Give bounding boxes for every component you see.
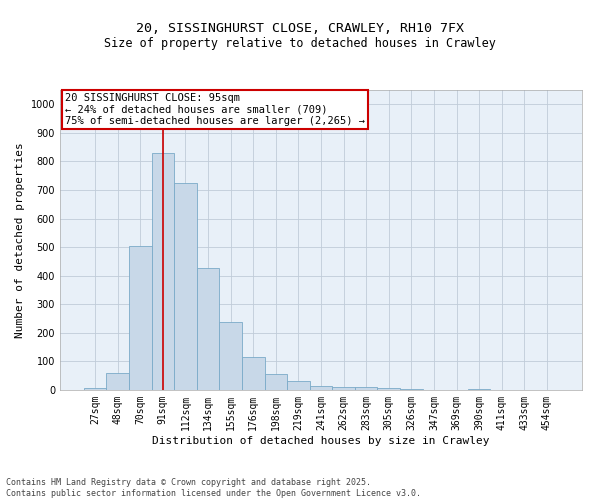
Text: Contains HM Land Registry data © Crown copyright and database right 2025.
Contai: Contains HM Land Registry data © Crown c… [6,478,421,498]
Text: Size of property relative to detached houses in Crawley: Size of property relative to detached ho… [104,38,496,51]
Bar [84,388,106,390]
Bar [106,373,129,390]
Bar [377,388,400,390]
Bar [129,246,152,390]
Bar [468,388,490,390]
Bar [152,154,174,390]
Bar [287,381,310,390]
Bar [310,386,332,390]
Bar [400,388,422,390]
Bar [332,387,355,390]
Y-axis label: Number of detached properties: Number of detached properties [15,142,25,338]
Bar [242,357,265,390]
Bar [265,374,287,390]
Bar [355,386,377,390]
Bar [220,322,242,390]
Bar [174,182,197,390]
Bar [197,268,220,390]
X-axis label: Distribution of detached houses by size in Crawley: Distribution of detached houses by size … [152,436,490,446]
Text: 20, SISSINGHURST CLOSE, CRAWLEY, RH10 7FX: 20, SISSINGHURST CLOSE, CRAWLEY, RH10 7F… [136,22,464,36]
Text: 20 SISSINGHURST CLOSE: 95sqm
← 24% of detached houses are smaller (709)
75% of s: 20 SISSINGHURST CLOSE: 95sqm ← 24% of de… [65,93,365,126]
